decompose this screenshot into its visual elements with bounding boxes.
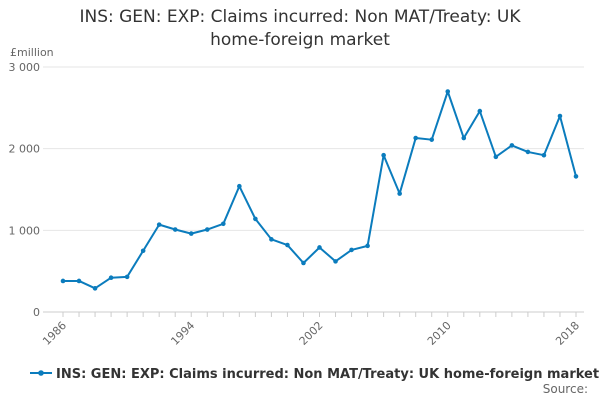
data-point [541, 152, 547, 158]
data-point [381, 152, 386, 158]
data-point [557, 113, 563, 119]
data-point [253, 216, 258, 222]
data-point [477, 108, 483, 114]
x-tick-label: 2002 [297, 319, 326, 348]
data-point [140, 248, 146, 254]
data-point [108, 275, 114, 281]
data-point [573, 174, 579, 179]
data-point [124, 274, 130, 280]
x-tick-label: 1986 [40, 319, 69, 348]
data-point [445, 89, 451, 94]
data-point [204, 227, 210, 232]
x-tick-label: 1994 [168, 319, 197, 348]
chart-title-line-2: home-foreign market [210, 30, 390, 50]
y-tick-label: 1 000 [9, 224, 41, 237]
data-point [317, 245, 322, 250]
series-line [63, 90, 577, 290]
data-point [413, 135, 418, 141]
data-point [76, 278, 82, 284]
data-point [333, 259, 338, 264]
data-point [237, 183, 242, 189]
data-point [301, 260, 306, 266]
chart-title: INS: GEN: EXP: Claims incurred: Non MAT/… [0, 6, 600, 52]
y-tick-label: 2 000 [9, 143, 41, 156]
legend-marker [38, 370, 44, 376]
data-point [461, 135, 467, 141]
data-point [60, 278, 66, 284]
data-point [525, 149, 531, 155]
data-point [221, 221, 226, 227]
data-point [509, 143, 515, 148]
data-point [156, 222, 162, 227]
data-point [349, 247, 354, 253]
source-label: Source: [542, 382, 588, 396]
y-tick-label: 0 [33, 306, 40, 319]
data-point [429, 137, 435, 142]
data-point [269, 237, 274, 242]
data-point [92, 286, 98, 291]
data-point [188, 231, 194, 236]
data-point [397, 191, 402, 196]
y-tick-label: 3 000 [9, 61, 41, 74]
x-tick-label: 2018 [553, 319, 582, 348]
y-axis-unit: £million [10, 46, 54, 59]
data-point [285, 242, 290, 248]
data-point [365, 243, 370, 249]
data-point [172, 227, 178, 232]
data-point [493, 154, 499, 160]
x-tick-label: 2010 [425, 319, 454, 348]
chart-title-line-1: INS: GEN: EXP: Claims incurred: Non MAT/… [79, 7, 521, 27]
legend-label: INS: GEN: EXP: Claims incurred: Non MAT/… [56, 367, 599, 382]
